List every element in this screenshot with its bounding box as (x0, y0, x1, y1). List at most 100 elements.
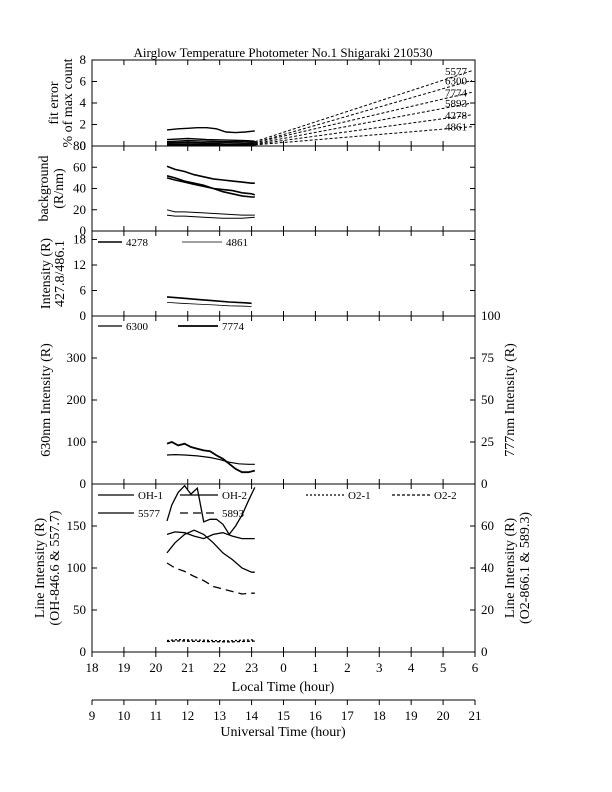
fit-end-label-5577: 5577 (445, 66, 468, 78)
oi-legend-label-6300: 6300 (126, 321, 149, 333)
bg-series-4 (166, 209, 255, 216)
fit-y-tick-label: 6 (80, 74, 87, 89)
fit-series-5893 (254, 102, 472, 145)
x2-tick-label: 15 (277, 708, 290, 723)
li-legend-label-OH-1: OH-1 (138, 490, 163, 502)
oi-series-6300 (166, 453, 255, 465)
fit-y-tick-label: 8 (80, 52, 87, 67)
x-axis-title: Local Time (hour) (232, 680, 335, 695)
plot-layer: 18 19 20 21 22 23 0 1 2 3 4 5 69 10 11 12 13 14 15 16 17 18 19… (33, 52, 533, 723)
li-series-OH-1 (166, 529, 255, 573)
x2-tick-label: 18 (373, 708, 386, 723)
panel-frame-3 (91, 230, 476, 317)
x2-tick-label: 17 (341, 708, 355, 723)
x-tick-label: 6 (472, 660, 479, 675)
panel-frame-2 (91, 145, 476, 232)
x-tick-label: 2 (344, 660, 351, 675)
li-legend-label-O2-1: O2-1 (348, 490, 371, 502)
oi-ylabel: 630nm Intensity (R) (39, 343, 54, 457)
li-y-tick-label: 0 (80, 644, 87, 659)
li-y2-tick-label: 0 (481, 644, 488, 659)
x2-tick-label: 16 (309, 708, 323, 723)
bg-series-1 (166, 165, 255, 184)
fit-end-label-5893: 5893 (445, 98, 468, 110)
li-y2-tick-label: 60 (481, 518, 494, 533)
x-tick-label: 20 (149, 660, 162, 675)
oi-y2-tick-label: 75 (481, 350, 494, 365)
chart-title: Airglow Temperature Photometer No.1 Shig… (134, 45, 433, 60)
x2-tick-label: 19 (405, 708, 418, 723)
i4-series-4861 (166, 302, 252, 307)
li-series-O2-2 (166, 640, 255, 643)
fit-series-7774 (166, 139, 255, 143)
oi-y-tick-label: 300 (67, 350, 87, 365)
i4-series-4278 (166, 296, 252, 305)
li-y2-tick-label: 20 (481, 602, 494, 617)
x2-tick-label: 14 (245, 708, 259, 723)
fit-end-label-6300: 6300 (445, 75, 468, 87)
oi-y2label: 777nm Intensity (R) (503, 343, 518, 457)
li-y2label: Line Intensity (R) (503, 518, 518, 619)
x2-tick-label: 10 (117, 708, 130, 723)
fit-end-label-7774: 7774 (445, 87, 468, 99)
oi-y2-tick-label: 25 (481, 434, 494, 449)
x-tick-label: 0 (280, 660, 287, 675)
oi-y2-tick-label: 100 (481, 308, 501, 323)
li-legend-label-O2-2: O2-2 (434, 490, 457, 502)
bg-series-5 (166, 214, 255, 219)
fit-end-label-4278: 4278 (445, 110, 468, 122)
i4-ylabel2: 427.8/486.1 (53, 240, 68, 307)
oi-y2-tick-label: 0 (481, 476, 488, 491)
x2-tick-label: 9 (89, 708, 96, 723)
i4-legend-label-4861: 4861 (226, 237, 248, 249)
li-series-O2-1 (166, 638, 255, 642)
oi-y-tick-label: 0 (80, 476, 87, 491)
i4-y-tick-label: 0 (80, 308, 87, 323)
fit-y-tick-label: 4 (80, 95, 87, 110)
x-tick-label: 23 (245, 660, 258, 675)
fit-ylabel2: % of max count (61, 58, 76, 147)
bg-y-tick-label: 20 (73, 202, 86, 217)
bg-y-tick-label: 40 (73, 181, 86, 196)
li-series-5577 (166, 484, 256, 536)
fit-series-5893 (166, 141, 255, 145)
x-tick-label: 21 (181, 660, 194, 675)
li-legend-label-OH-2: OH-2 (222, 490, 247, 502)
fit-series-5577 (166, 126, 255, 134)
i4-legend-label-4278: 4278 (126, 237, 149, 249)
oi-y2-tick-label: 50 (481, 392, 494, 407)
bg-ylabel2: (R/nm) (52, 168, 67, 209)
fit-end-label-4861: 4861 (445, 122, 467, 134)
bg-series-3 (166, 177, 256, 196)
fit-series-6300 (254, 79, 472, 144)
x2-tick-label: 21 (469, 708, 482, 723)
fit-series-6300 (166, 137, 255, 142)
li-ylabel: Line Intensity (R) (33, 518, 48, 619)
fit-series-4278 (254, 114, 472, 145)
fit-y-tick-label: 2 (80, 117, 87, 132)
fit-series-4861 (254, 126, 472, 146)
li-series-5893 (166, 562, 255, 595)
li-y-tick-label: 150 (67, 518, 87, 533)
li-legend-label-5893: 5893 (222, 508, 245, 520)
x2-tick-label: 20 (437, 708, 450, 723)
li-y-tick-label: 50 (73, 602, 86, 617)
i4-ylabel: Intensity (R) (39, 238, 54, 309)
i4-y-tick-label: 6 (80, 283, 87, 298)
x-tick-label: 4 (408, 660, 415, 675)
fit-ylabel: fit error (47, 81, 62, 124)
bg-ylabel: background (37, 155, 52, 221)
x-tick-label: 18 (86, 660, 99, 675)
x2-tick-label: 12 (181, 708, 194, 723)
i4-y-tick-label: 18 (73, 232, 86, 247)
fit-y-tick-label: 0 (80, 138, 87, 153)
li-ylabel2: (OH-846.6 & 557.7) (48, 510, 63, 625)
oi-y-tick-label: 100 (67, 434, 87, 449)
x-tick-label: 1 (312, 660, 319, 675)
x2-tick-label: 13 (213, 708, 226, 723)
li-y-tick-label: 100 (67, 560, 87, 575)
panel-frame-1 (91, 59, 476, 147)
oi-legend-label-7774: 7774 (222, 321, 245, 333)
li-y2label2: (O2-866.1 & 589.3) (518, 512, 533, 624)
